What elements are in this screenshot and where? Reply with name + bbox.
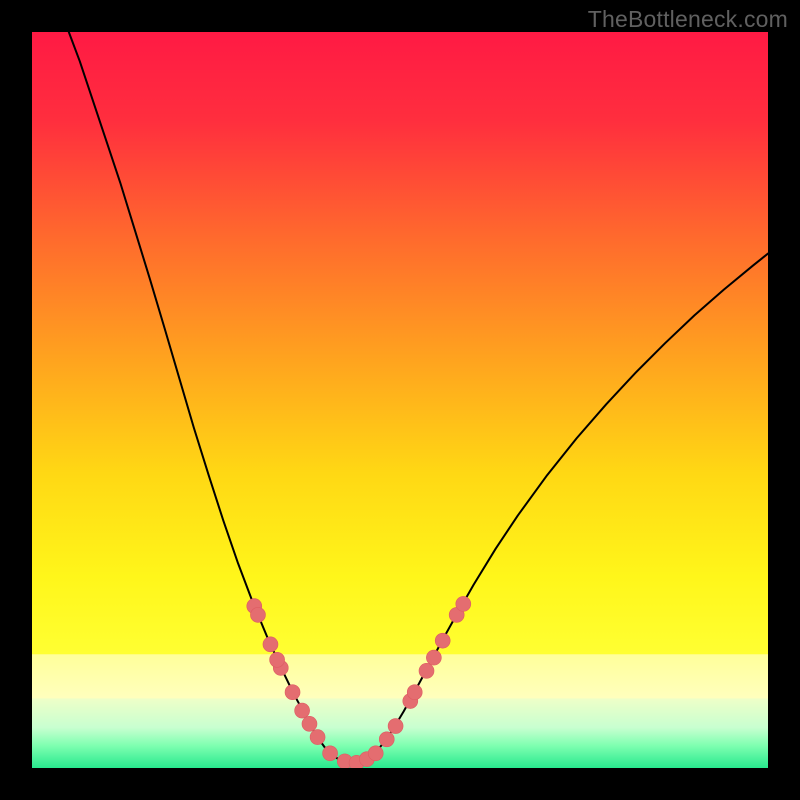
curve-marker	[388, 719, 403, 734]
curve-marker	[263, 637, 278, 652]
bottleneck-curve-chart	[32, 32, 768, 768]
curve-marker	[270, 652, 285, 667]
curve-marker	[435, 633, 450, 648]
curve-marker	[285, 685, 300, 700]
curve-marker	[419, 663, 434, 678]
watermark-text: TheBottleneck.com	[588, 6, 788, 33]
curve-marker	[368, 746, 383, 761]
curve-marker	[456, 596, 471, 611]
gradient-background	[32, 32, 768, 768]
plot-area	[32, 32, 768, 768]
curve-marker	[323, 746, 338, 761]
curve-marker	[310, 730, 325, 745]
curve-marker	[379, 732, 394, 747]
curve-marker	[426, 650, 441, 665]
curve-marker	[302, 716, 317, 731]
chart-frame: TheBottleneck.com	[0, 0, 800, 800]
curve-marker	[295, 703, 310, 718]
curve-marker	[407, 685, 422, 700]
curve-marker	[250, 607, 265, 622]
